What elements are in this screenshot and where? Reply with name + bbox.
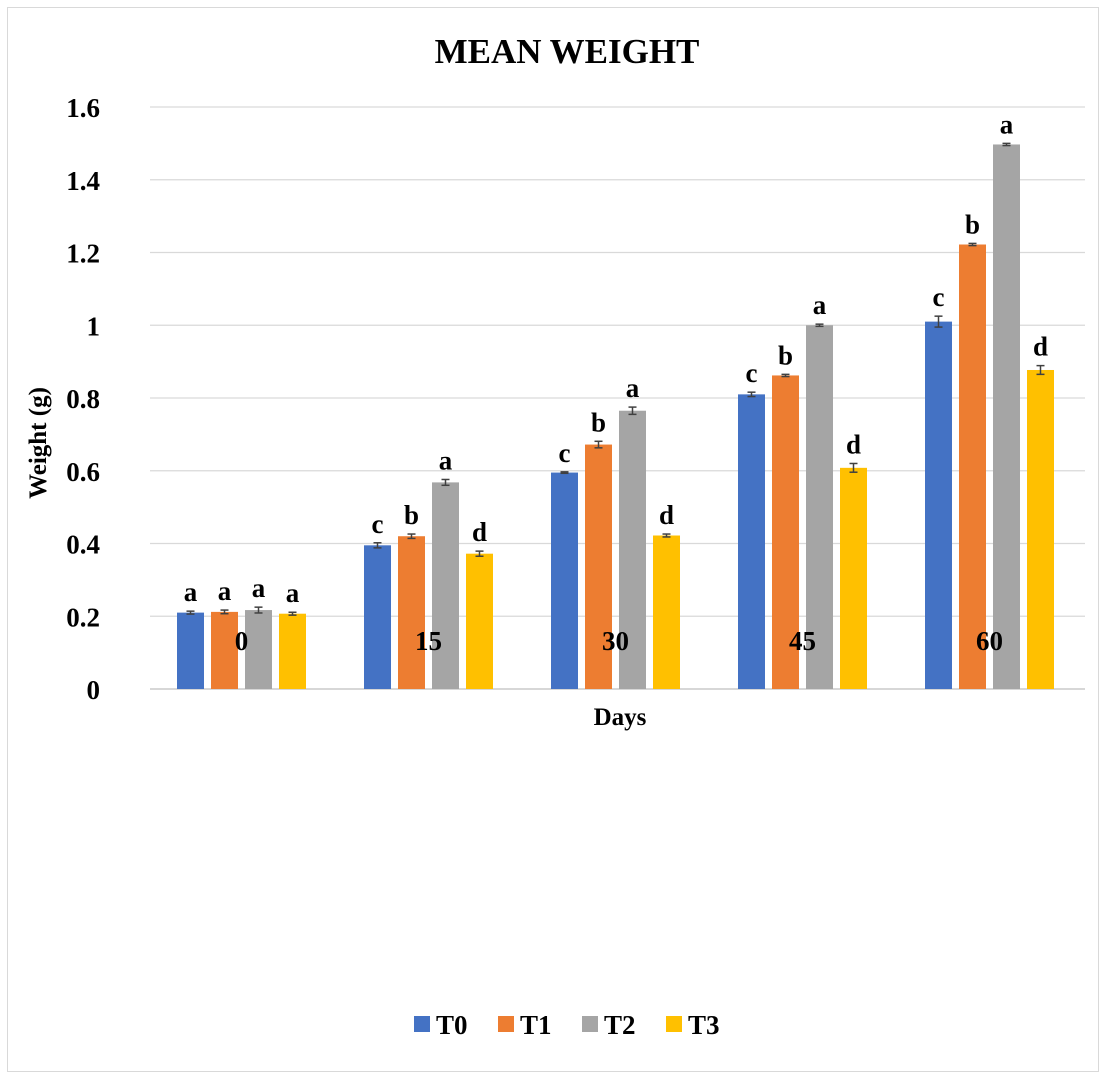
y-tick-label: 1.4 <box>66 166 100 196</box>
legend: T0 T1 T2 T3 <box>414 1010 720 1040</box>
x-axis-ticks: 0 15 30 45 60 <box>235 626 1003 656</box>
bar-T0-45 <box>738 394 765 689</box>
bar-T2-15 <box>432 482 459 689</box>
data-label: c <box>933 282 945 312</box>
y-tick-label: 1.6 <box>66 93 100 123</box>
bar-T1-45 <box>772 375 799 689</box>
y-tick-label: 0.8 <box>66 384 100 414</box>
data-label: c <box>372 509 384 539</box>
data-label: d <box>846 429 861 459</box>
bar-T2-60 <box>993 144 1020 689</box>
y-axis-title: Weight (g) <box>25 387 52 499</box>
x-tick-label: 15 <box>415 626 442 656</box>
y-tick-label: 1.2 <box>66 239 100 269</box>
legend-label-T1: T1 <box>520 1010 552 1040</box>
data-label: d <box>1033 332 1048 362</box>
bar-T3-45 <box>840 467 867 689</box>
bar-T3-0 <box>279 613 306 689</box>
data-label: b <box>965 209 980 239</box>
data-label: a <box>626 373 640 403</box>
bar-T3-30 <box>653 535 680 689</box>
data-label: a <box>439 445 453 475</box>
bar-T0-15 <box>364 545 391 689</box>
legend-label-T3: T3 <box>688 1010 720 1040</box>
y-tick-label: 0.6 <box>66 457 100 487</box>
x-tick-label: 45 <box>789 626 816 656</box>
bar-T2-0 <box>245 610 272 689</box>
y-tick-label: 0.4 <box>66 530 100 560</box>
legend-swatch-T0 <box>414 1016 430 1032</box>
data-label: c <box>746 358 758 388</box>
y-tick-label: 0 <box>87 675 101 705</box>
data-label: d <box>659 500 674 530</box>
data-label: c <box>559 438 571 468</box>
chart-title: MEAN WEIGHT <box>435 32 700 71</box>
bar-T0-0 <box>177 612 204 689</box>
data-label: a <box>184 577 198 607</box>
y-tick-label: 1 <box>87 311 101 341</box>
legend-swatch-T2 <box>582 1016 598 1032</box>
bar-T1-30 <box>585 444 612 689</box>
data-label: b <box>404 500 419 530</box>
legend-swatch-T1 <box>498 1016 514 1032</box>
legend-label-T2: T2 <box>604 1010 636 1040</box>
x-tick-label: 30 <box>602 626 629 656</box>
data-label: b <box>591 407 606 437</box>
x-axis-title: Days <box>594 704 647 731</box>
bar-T2-30 <box>619 410 646 689</box>
legend-label-T0: T0 <box>436 1010 468 1040</box>
data-label: a <box>218 576 232 606</box>
y-tick-label: 0.2 <box>66 602 100 632</box>
data-label: d <box>472 517 487 547</box>
bar-T3-15 <box>466 553 493 689</box>
bar-T2-45 <box>806 325 833 689</box>
data-label: a <box>813 290 827 320</box>
bar-T1-0 <box>211 611 238 689</box>
data-label: a <box>286 578 300 608</box>
bar-T1-15 <box>398 536 425 689</box>
bar-T0-30 <box>551 472 578 689</box>
y-axis-ticks: 0 0.2 0.4 0.6 0.8 1 1.2 1.4 1.6 <box>66 93 100 705</box>
x-tick-label: 0 <box>235 626 249 656</box>
bar-T0-60 <box>925 321 952 689</box>
bar-T3-60 <box>1027 369 1054 689</box>
data-label: a <box>252 573 266 603</box>
bar-T1-60 <box>959 244 986 689</box>
data-label: b <box>778 340 793 370</box>
data-label: a <box>1000 109 1014 139</box>
legend-swatch-T3 <box>666 1016 682 1032</box>
x-tick-label: 60 <box>976 626 1003 656</box>
